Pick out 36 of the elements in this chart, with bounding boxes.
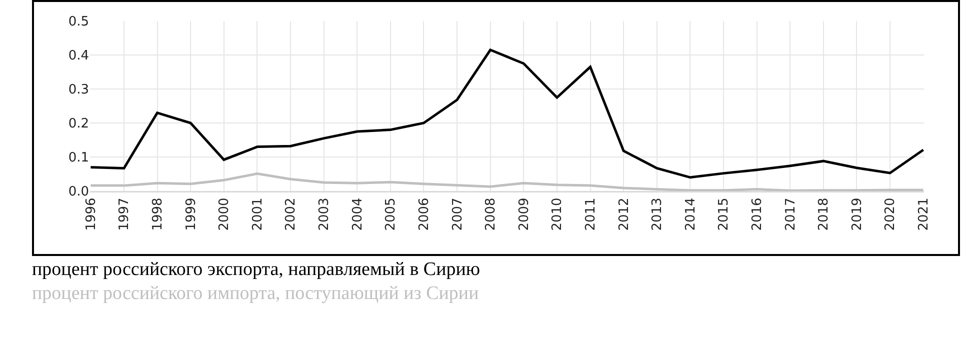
line-series [90, 48, 924, 179]
x-tick-label: 2020 [883, 198, 898, 231]
text: процент российского экспорта, направляемый в Сирию [32, 258, 480, 282]
x-tick-label: 2016 [750, 198, 766, 231]
x-tick-label: 2003 [317, 198, 332, 231]
x-tick-label: 2001 [250, 198, 266, 231]
y-tick-label: 0.4 [68, 48, 89, 64]
x-tick-label: 1997 [117, 198, 132, 231]
x-tick-label: 2002 [284, 198, 299, 231]
text: процент российского импорта, поступающий из Сирии [32, 282, 480, 306]
x-tick-label: 2010 [550, 198, 566, 231]
x-tick-label: 2017 [783, 198, 798, 231]
y-tick-label: 0.1 [68, 150, 89, 166]
x-tick-label: 2006 [416, 198, 432, 231]
x-tick-label: 2011 [583, 198, 598, 231]
x-tick-label: 2013 [650, 198, 666, 231]
x-tick-label: 2021 [916, 198, 932, 231]
x-tick-label: 2004 [350, 198, 366, 231]
y-tick-label: 0.0 [68, 184, 89, 200]
y-tick-label: 0.3 [68, 82, 89, 98]
x-tick-label: 2008 [484, 198, 499, 231]
x-tick-label: 2018 [816, 198, 832, 231]
x-tick-label: 2005 [384, 198, 399, 231]
y-tick-label: 0.5 [68, 14, 89, 30]
x-tick-label: 1998 [150, 198, 166, 231]
line-series [90, 172, 924, 191]
x-tick-label: 2009 [516, 198, 532, 231]
x-tick-label: 1999 [184, 198, 199, 231]
x-tick-label: 2019 [850, 198, 865, 231]
x-tick-label: 2007 [450, 198, 466, 231]
x-tick-label: 2014 [683, 198, 698, 231]
y-tick-label: 0.2 [68, 116, 89, 132]
x-tick-label: 2012 [616, 198, 632, 231]
x-tick-label: 1996 [84, 198, 99, 231]
x-tick-label: 2000 [217, 198, 232, 231]
x-tick-label: 2015 [716, 198, 732, 231]
